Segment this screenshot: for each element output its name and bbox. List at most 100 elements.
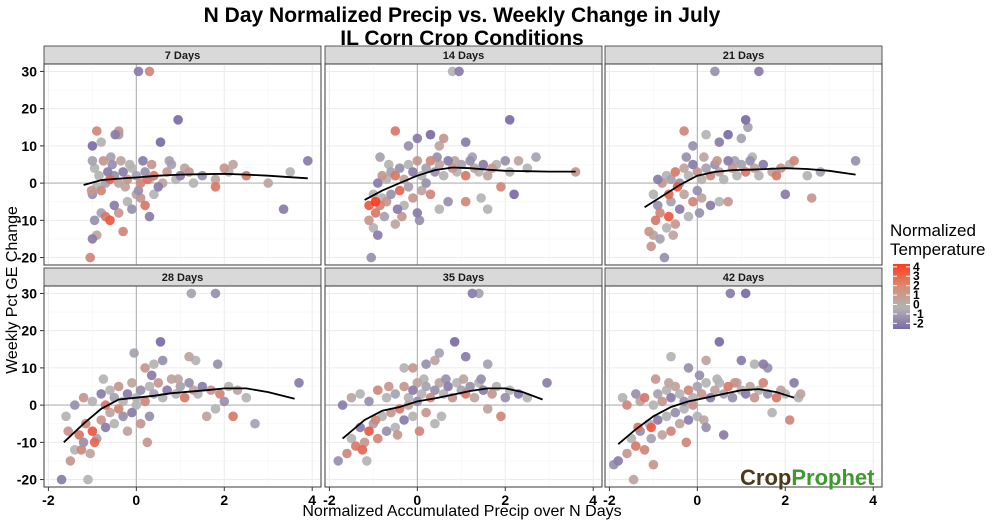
data-point xyxy=(421,359,431,370)
data-point xyxy=(142,437,153,448)
strip-label: 35 Days xyxy=(443,272,485,284)
x-tick-label: 4 xyxy=(589,492,597,508)
data-point xyxy=(513,156,524,166)
legend-colorbar xyxy=(893,264,910,329)
data-point xyxy=(496,411,506,422)
strip-label: 7 Days xyxy=(165,50,200,62)
data-point xyxy=(373,178,383,188)
y-axis-title: Weekly Pct GE Change xyxy=(4,206,21,374)
data-point xyxy=(802,170,813,181)
data-point xyxy=(153,378,164,388)
data-point xyxy=(386,189,396,200)
data-point xyxy=(186,288,197,299)
panel-14-days: 14 Days xyxy=(324,45,603,266)
data-point xyxy=(78,392,89,403)
data-point xyxy=(364,215,374,226)
data-point xyxy=(421,163,431,173)
data-point xyxy=(98,156,109,166)
data-point xyxy=(648,400,659,410)
data-point xyxy=(373,385,383,396)
data-point xyxy=(701,378,711,388)
data-point xyxy=(100,422,111,433)
data-point xyxy=(710,385,720,396)
y-tick-label: 20 xyxy=(21,323,37,339)
data-point xyxy=(666,174,676,185)
data-point xyxy=(107,159,117,170)
data-point xyxy=(659,252,670,263)
data-point xyxy=(758,159,769,170)
data-point xyxy=(736,133,747,144)
data-point xyxy=(412,208,423,218)
data-point xyxy=(294,378,304,388)
data-point xyxy=(449,337,460,347)
data-point xyxy=(342,448,352,459)
trend-line xyxy=(342,387,543,440)
y-tick-label: 0 xyxy=(29,397,37,413)
data-point xyxy=(694,208,705,218)
data-point xyxy=(103,167,113,177)
data-point xyxy=(184,378,194,388)
data-point xyxy=(197,381,208,392)
data-point xyxy=(96,389,106,399)
data-point xyxy=(133,66,144,77)
y-tick-label: 10 xyxy=(21,138,37,154)
data-point xyxy=(122,389,133,399)
data-point xyxy=(118,167,128,177)
data-point xyxy=(482,170,493,181)
data-point xyxy=(622,448,632,459)
data-point xyxy=(140,363,150,373)
data-point xyxy=(784,415,795,425)
data-point xyxy=(135,385,146,396)
data-point xyxy=(149,389,159,399)
data-point xyxy=(692,185,703,196)
panel-35-days: 35 Days -2 0 2 4 xyxy=(323,267,603,508)
data-point xyxy=(223,381,234,392)
data-point xyxy=(96,185,106,196)
data-point xyxy=(749,392,760,403)
brand-logo: CropProphet xyxy=(740,465,875,490)
data-point xyxy=(714,137,725,147)
legend-tick-label: 0 xyxy=(913,298,920,312)
y-tick-label: -10 xyxy=(17,434,37,450)
data-point xyxy=(127,378,137,388)
data-point xyxy=(487,389,497,399)
data-point xyxy=(197,170,208,181)
data-point xyxy=(696,389,707,399)
data-point xyxy=(509,189,519,200)
data-point xyxy=(250,418,260,429)
data-point xyxy=(434,204,445,214)
data-point xyxy=(789,378,799,388)
data-point xyxy=(346,392,357,403)
legend-title-line2: Temperature xyxy=(890,240,985,259)
data-point xyxy=(639,445,650,455)
data-point xyxy=(164,156,175,166)
data-point xyxy=(105,407,115,418)
x-tick-label: -2 xyxy=(323,492,336,508)
data-point xyxy=(135,418,146,429)
data-point xyxy=(355,389,366,399)
data-point xyxy=(661,223,672,233)
data-point xyxy=(122,196,133,207)
data-point xyxy=(664,378,674,388)
data-point xyxy=(70,400,80,410)
data-point xyxy=(743,122,753,133)
data-point xyxy=(412,156,423,166)
data-point xyxy=(140,396,150,407)
data-point xyxy=(701,129,711,140)
data-point xyxy=(754,66,764,77)
data-point xyxy=(408,193,418,203)
panel-border xyxy=(324,63,603,266)
data-point xyxy=(118,226,128,237)
data-point xyxy=(144,381,155,392)
data-point xyxy=(390,219,401,229)
data-point xyxy=(705,392,716,403)
data-point xyxy=(648,459,659,470)
data-point xyxy=(718,430,729,440)
data-point xyxy=(285,167,296,177)
data-point xyxy=(712,156,722,166)
data-point xyxy=(414,215,425,226)
data-point xyxy=(705,200,716,211)
data-point xyxy=(87,396,98,407)
data-point xyxy=(416,185,427,196)
